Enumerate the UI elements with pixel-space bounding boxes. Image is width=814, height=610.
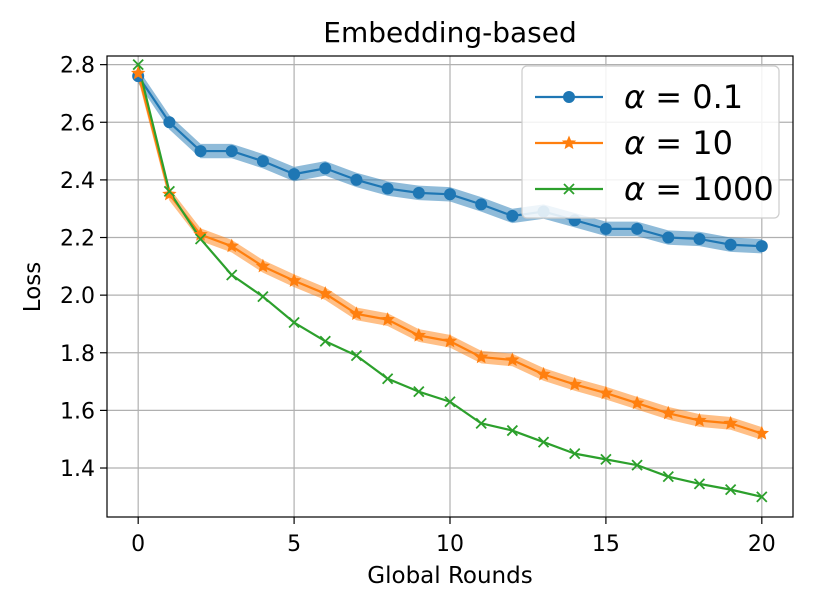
data-point-1 <box>567 376 582 391</box>
data-point-0 <box>163 116 176 129</box>
data-point-2 <box>475 417 487 429</box>
data-point-0 <box>506 209 519 222</box>
data-point-2 <box>756 491 768 503</box>
data-point-2 <box>163 185 176 198</box>
legend-label-2: α = 1000 <box>624 170 774 208</box>
x-tick-label: 5 <box>287 532 301 557</box>
data-point-0 <box>444 188 456 201</box>
data-point-1 <box>505 352 520 367</box>
chart-title: Embedding-based <box>323 16 576 49</box>
data-point-1 <box>224 238 239 253</box>
y-tick-label: 1.6 <box>60 399 95 424</box>
data-point-1 <box>349 306 364 320</box>
data-point-1 <box>661 405 676 420</box>
data-point-1 <box>318 286 333 300</box>
data-point-1 <box>380 312 395 326</box>
legend-label-1: α = 10 <box>624 124 733 162</box>
data-point-2 <box>444 396 456 408</box>
data-point-0 <box>194 145 207 158</box>
data-point-1 <box>598 385 614 400</box>
data-point-0 <box>631 222 644 235</box>
legend-marker-2 <box>563 183 575 195</box>
y-axis-label: Loss <box>20 262 46 312</box>
data-point-0 <box>662 231 675 244</box>
data-point-2 <box>631 459 643 471</box>
data-point-0 <box>381 182 394 195</box>
data-point-0 <box>475 198 488 211</box>
data-point-1 <box>723 415 738 430</box>
x-tick-label: 20 <box>748 532 776 557</box>
data-point-1 <box>536 366 551 381</box>
data-point-0 <box>755 240 768 253</box>
data-point-1 <box>629 395 645 410</box>
data-point-2 <box>693 478 706 490</box>
data-point-2 <box>537 436 550 448</box>
data-point-0 <box>288 168 301 181</box>
x-axis-label: Global Rounds <box>367 563 532 589</box>
y-tick-label: 2.8 <box>60 54 95 79</box>
data-point-1 <box>692 412 707 427</box>
data-point-2 <box>194 233 207 245</box>
data-point-2 <box>226 269 238 281</box>
legend-label-0: α = 0.1 <box>624 78 743 116</box>
y-tick-label: 2.4 <box>60 169 95 194</box>
y-tick-label: 1.4 <box>60 457 95 482</box>
data-point-0 <box>225 145 238 158</box>
legend-box <box>521 65 780 219</box>
axis-ticks: 0 5 10 15 20 1.4 1.6 1.8 2.0 2.2 2.4 2.6 2.8 <box>60 54 776 557</box>
data-point-1 <box>754 425 769 440</box>
data-point-1 <box>474 349 489 364</box>
data-point-1 <box>286 273 302 287</box>
data-point-0 <box>693 232 706 245</box>
data-point-1 <box>255 258 271 273</box>
data-point-2 <box>600 453 612 466</box>
legend: α = 0.1 α = 10 α = 1000 <box>521 65 780 219</box>
data-point-2 <box>569 447 581 460</box>
legend-marker-1 <box>561 135 577 150</box>
data-point-0 <box>724 238 737 251</box>
data-point-0 <box>256 155 269 168</box>
data-point-1 <box>442 333 458 348</box>
data-point-2 <box>506 424 519 437</box>
data-point-1 <box>411 327 426 342</box>
data-point-2 <box>319 335 331 347</box>
y-tick-label: 2.2 <box>60 227 95 252</box>
data-point-0 <box>412 186 425 199</box>
data-point-0 <box>350 173 363 186</box>
data-point-2 <box>132 59 144 71</box>
y-tick-label: 2.6 <box>60 111 95 136</box>
series-markers <box>131 59 769 503</box>
x-tick-label: 0 <box>131 532 145 557</box>
y-tick-label: 2.0 <box>60 284 95 309</box>
data-point-2 <box>413 386 425 398</box>
data-point-2 <box>662 471 674 483</box>
x-tick-label: 15 <box>592 532 620 557</box>
data-point-0 <box>599 222 612 235</box>
data-point-1 <box>162 186 177 201</box>
y-tick-label: 1.8 <box>60 342 95 367</box>
data-point-0 <box>319 162 332 175</box>
data-point-2 <box>350 350 363 362</box>
data-point-2 <box>288 316 300 329</box>
legend-marker-0 <box>563 91 575 103</box>
data-point-1 <box>131 65 146 80</box>
data-point-2 <box>724 483 737 496</box>
data-point-2 <box>257 290 269 303</box>
data-point-2 <box>381 373 394 385</box>
x-tick-label: 10 <box>436 532 464 557</box>
